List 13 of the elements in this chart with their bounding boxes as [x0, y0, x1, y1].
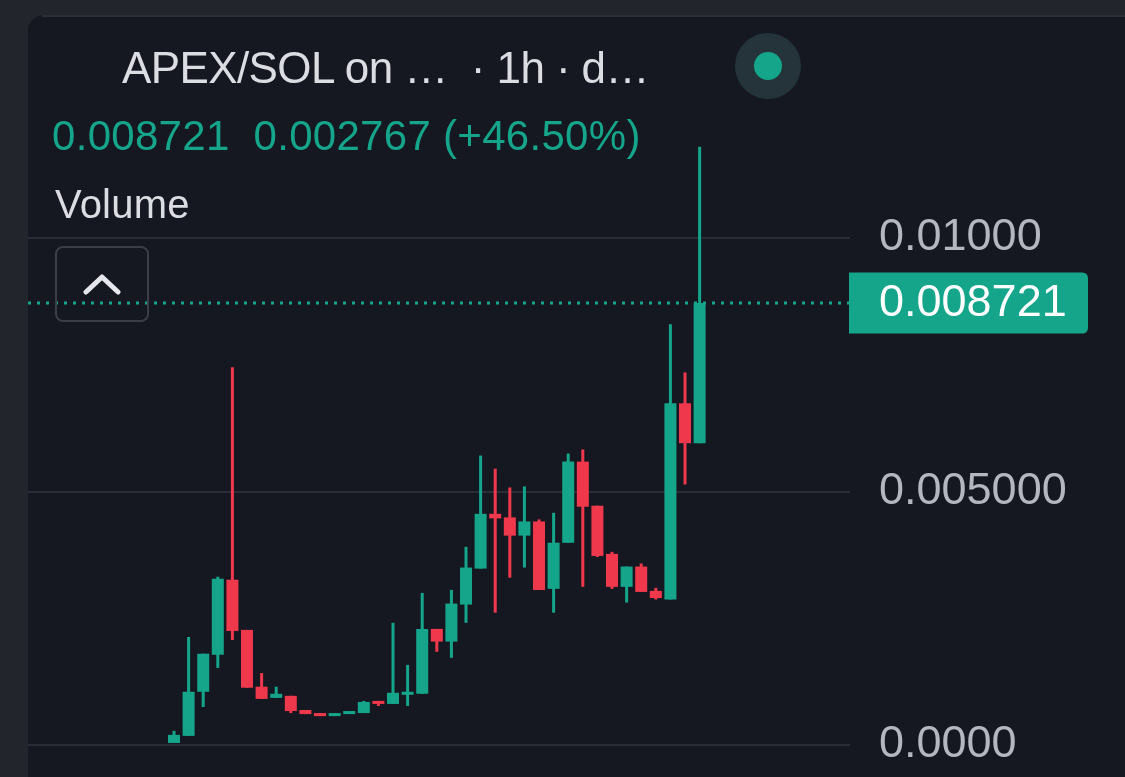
text: APEX/SOL on … · 1h · d…	[122, 43, 649, 92]
annotation: 0.008721 0.002767 (+46.50%)	[52, 112, 641, 159]
y-tick-label: 0.005000	[879, 462, 1067, 514]
candlestick	[401, 663, 414, 706]
y-tick-label: 0.0000	[879, 716, 1017, 768]
candlestick	[503, 487, 516, 578]
ref-line-label: 0.008721	[879, 275, 1067, 327]
candlestick	[387, 621, 400, 704]
candlestick	[518, 486, 531, 568]
annotation: Volume	[55, 182, 190, 226]
y-tick-label: 0.01000	[879, 209, 1042, 261]
candlestick	[255, 673, 268, 699]
candlestick	[620, 566, 633, 603]
